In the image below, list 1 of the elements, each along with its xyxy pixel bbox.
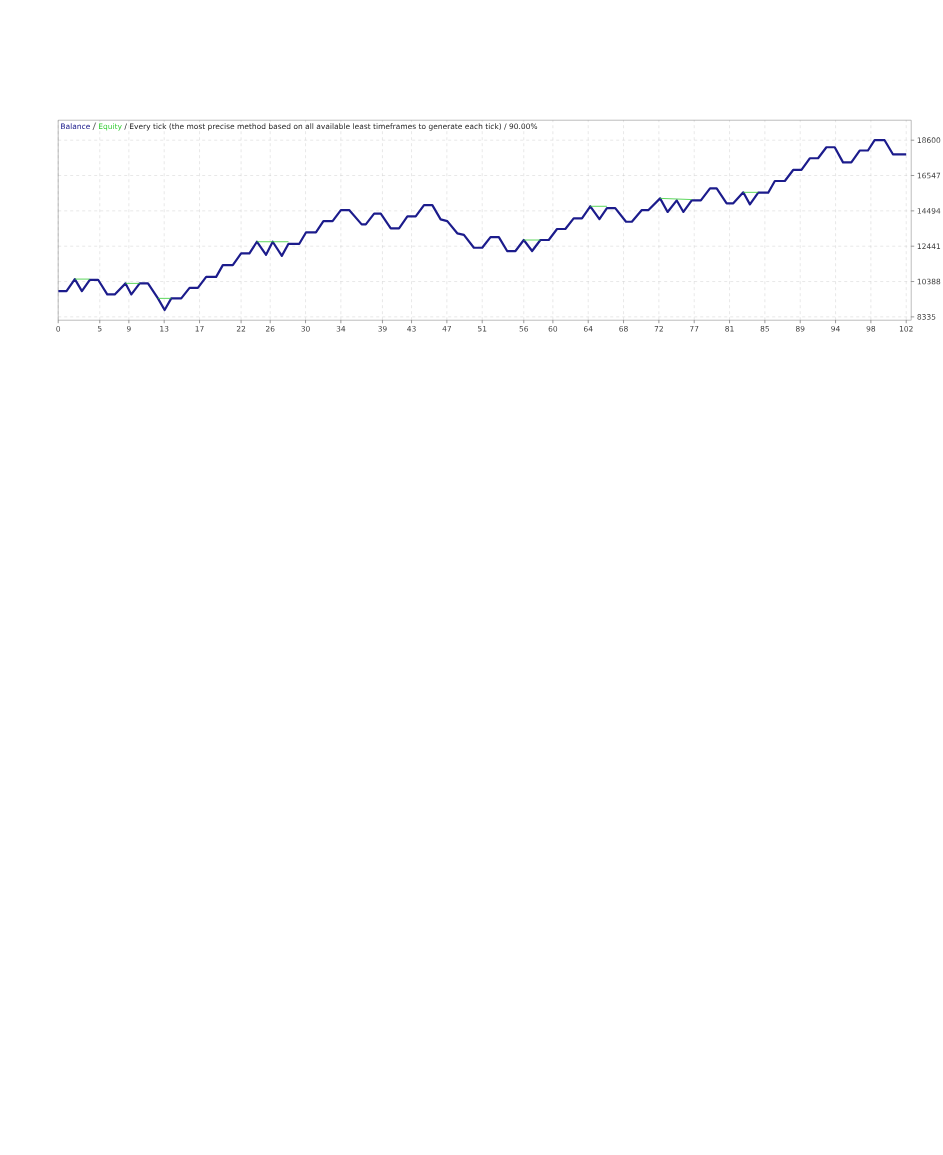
line-series [58,139,908,312]
